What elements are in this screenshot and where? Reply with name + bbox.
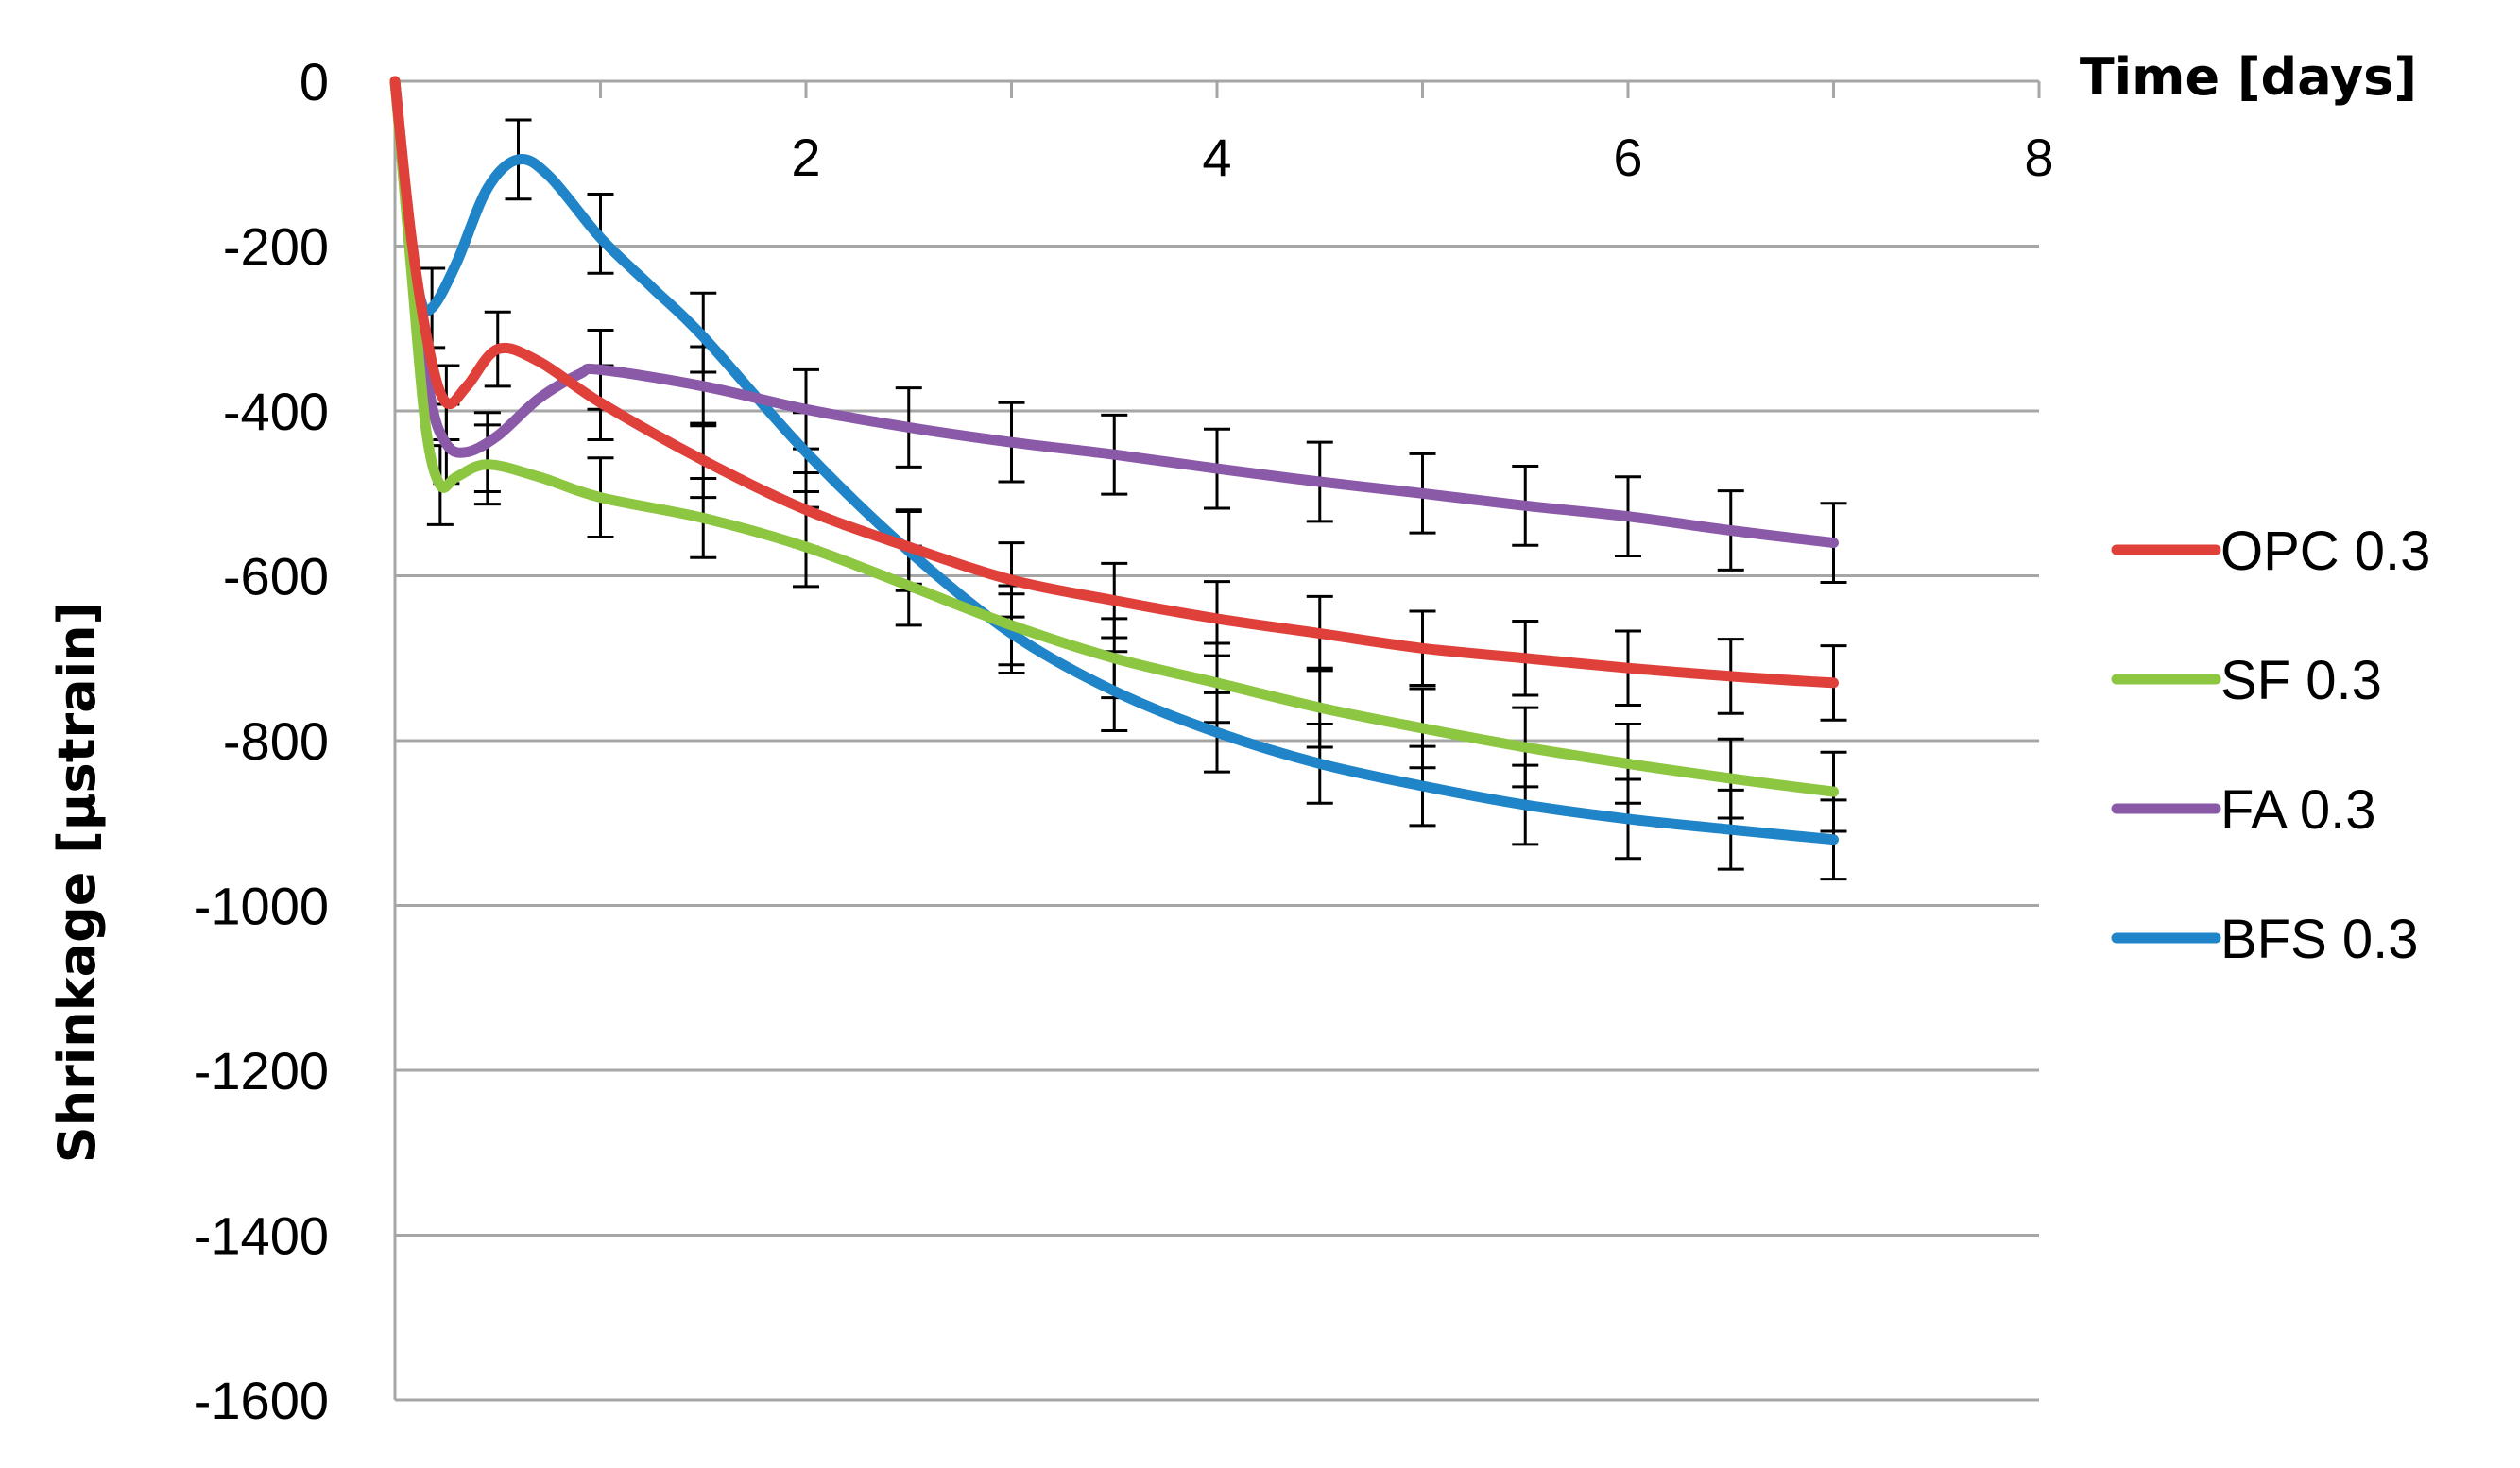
legend-item: BFS 0.3 (2111, 909, 2419, 970)
series-line-bfs-0-3 (389, 76, 1839, 845)
error-bar (473, 411, 501, 494)
y-tick-label: -800 (223, 711, 329, 771)
y-tick-label: -1000 (194, 877, 329, 936)
y-tick-label: -1200 (194, 1041, 329, 1101)
series-line-opc-0-3 (389, 76, 1839, 689)
legend: OPC 0.3 SF 0.3 FA 0.3 BFS 0.3 (2111, 521, 2430, 970)
x-axis-title: Time [days] (2080, 47, 2417, 107)
y-axis-title: Shrinkage [µstrain] (47, 602, 107, 1163)
legend-label: FA 0.3 (2220, 779, 2375, 841)
series-layer (389, 76, 1839, 845)
x-tick-label: 6 (1613, 128, 1642, 187)
legend-item: OPC 0.3 (2111, 521, 2430, 582)
legend-label: BFS 0.3 (2220, 909, 2419, 970)
x-tick-label: 2 (791, 128, 820, 187)
legend-label: OPC 0.3 (2220, 521, 2430, 582)
x-tick-label: 8 (2024, 128, 2053, 187)
label-layer: 0 -200 -400 -600 -800 -1000 -1200 -1400 -1600 2 4 6… (47, 47, 2417, 1430)
y-tick-label: -1600 (194, 1371, 329, 1430)
y-tick-label: -600 (223, 547, 329, 606)
y-tick-label: -400 (223, 382, 329, 441)
legend-item: FA 0.3 (2111, 779, 2375, 841)
series-line-sf-0-3 (389, 76, 1839, 797)
axis-layer (393, 79, 2041, 1400)
y-tick-label: -1400 (194, 1206, 329, 1266)
legend-item: SF 0.3 (2111, 650, 2382, 711)
legend-label: SF 0.3 (2220, 650, 2382, 711)
series-line-fa-0-3 (389, 76, 1839, 549)
x-tick-label: 4 (1202, 128, 1231, 187)
y-tick-label: 0 (300, 52, 329, 111)
y-tick-label: -200 (223, 217, 329, 277)
